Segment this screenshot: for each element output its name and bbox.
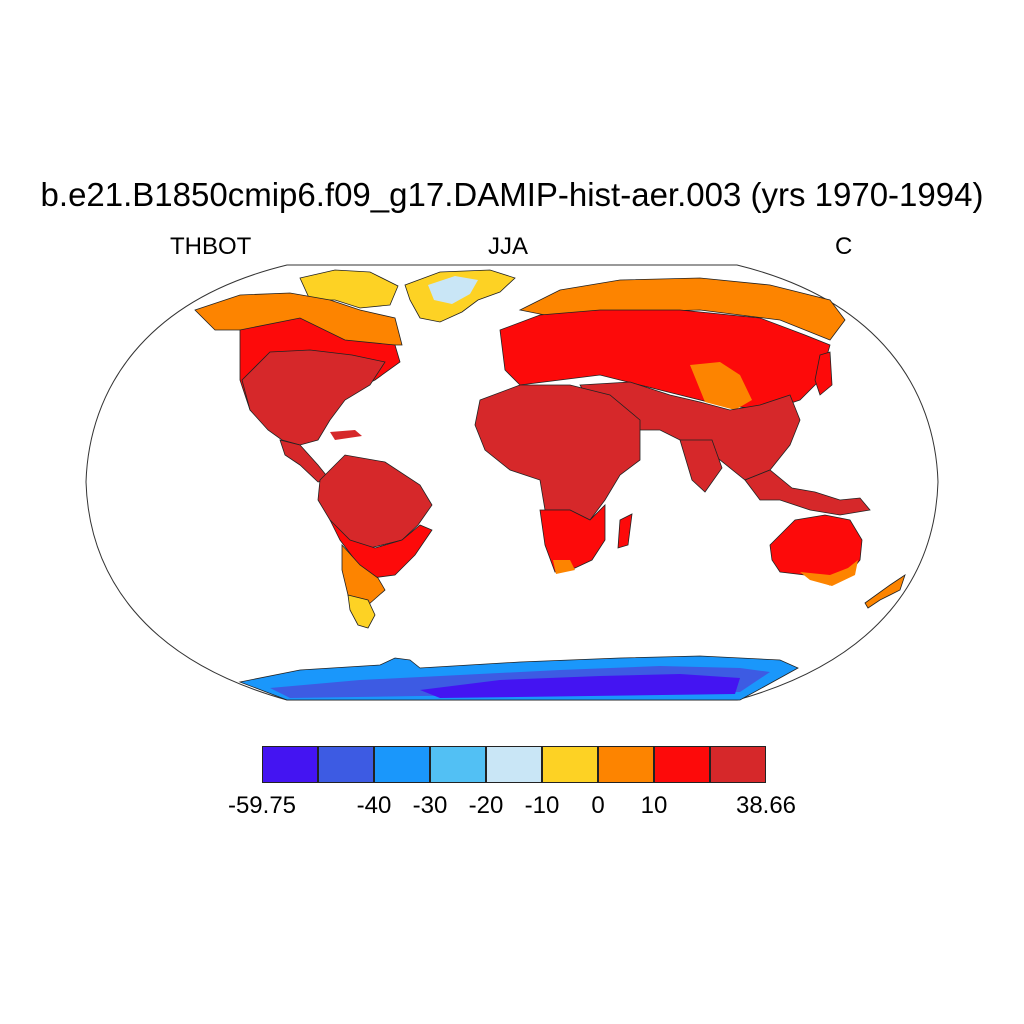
new-zealand [864,574,906,609]
madagascar [617,513,633,549]
colorbar-swatch [710,746,766,783]
colorbar-tick-label: 10 [640,792,668,819]
colorbar-swatch [262,746,318,783]
colorbar-tick-label: -30 [412,792,448,819]
colorbar-swatch [486,746,542,783]
variable-label: THBOT [170,233,252,260]
japan [814,351,833,396]
africa-hot [474,384,641,521]
plot-title: b.e21.B1850cmip6.f09_g17.DAMIP-hist-aer.… [40,176,984,213]
colorbar-tick-label: -40 [356,792,392,819]
colorbar-tick-label: 38.66 [735,792,797,819]
units-label: C [835,233,853,260]
colorbar-swatch [542,746,598,783]
patagonia [347,594,376,629]
south-america-hot [317,454,433,549]
north-america-hot [241,349,386,446]
southeast-asia [744,469,871,516]
asia-hot [579,381,801,481]
colorbar-tick-label: 0 [591,792,605,819]
australia-south-orange [800,560,858,586]
greenland-ice [428,276,478,304]
africa-tip-orange [553,560,575,574]
india [679,439,723,493]
antarctica-inner [420,674,740,698]
colorbar-tick-label: -59.75 [227,792,297,819]
africa-south-red [539,504,606,573]
colorbar-tick-label: -10 [524,792,560,819]
colorbar-swatch [654,746,710,783]
season-label: JJA [488,233,529,260]
central-asia-orange [690,362,752,410]
colorbar [262,746,766,784]
colorbar-swatch [374,746,430,783]
colorbar-swatch [598,746,654,783]
colorbar-tick-label: -20 [468,792,504,819]
caribbean [330,430,362,440]
colorbar-swatch [430,746,486,783]
colorbar-swatch [318,746,374,783]
